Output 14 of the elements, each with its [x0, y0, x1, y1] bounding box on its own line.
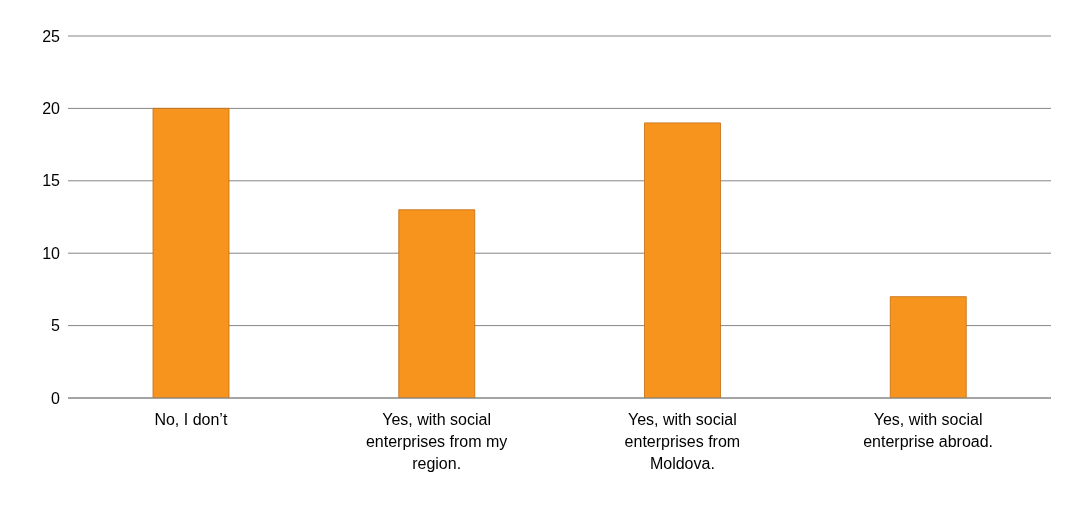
y-tick-label: 15	[42, 172, 61, 190]
x-tick-label: No, I don’t	[154, 411, 228, 429]
x-tick-label: Yes, with social enterprises from my region.	[365, 411, 508, 472]
bar	[398, 209, 476, 398]
x-tick-label: Yes, with social enterprise abroad.	[863, 411, 994, 450]
y-tick-label: 10	[42, 244, 61, 262]
bar	[152, 108, 230, 398]
y-tick-label: 0	[51, 389, 61, 407]
y-tick-label: 20	[42, 100, 61, 118]
bar	[889, 296, 967, 398]
bar	[644, 122, 721, 398]
y-tick-label: 25	[42, 27, 61, 45]
y-tick-label: 5	[51, 317, 61, 335]
x-tick-label: Yes, with social enterprises from Moldova.	[624, 411, 741, 472]
